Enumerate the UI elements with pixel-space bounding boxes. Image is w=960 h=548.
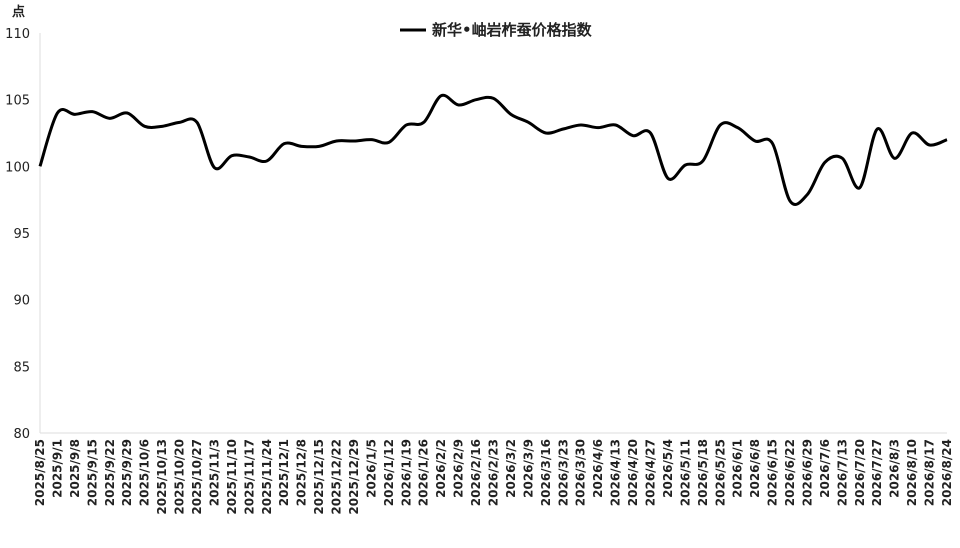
x-tick-label: 2025/9/8 bbox=[68, 439, 82, 498]
x-tick-label: 2026/3/9 bbox=[521, 439, 535, 498]
x-tick-label: 2026/4/6 bbox=[591, 439, 605, 498]
y-tick-label: 110 bbox=[5, 27, 30, 42]
x-tick-label: 2026/5/4 bbox=[661, 439, 675, 498]
legend-label: 新华•岫岩柞蚕价格指数 bbox=[432, 21, 593, 39]
x-tick-label: 2025/10/6 bbox=[138, 439, 152, 506]
x-tick-label: 2025/12/8 bbox=[295, 439, 309, 506]
x-tick-label: 2025/9/29 bbox=[120, 439, 134, 506]
x-tick-label: 2026/8/24 bbox=[940, 439, 954, 506]
x-tick-label: 2026/2/16 bbox=[469, 439, 483, 506]
x-tick-label: 2026/1/5 bbox=[364, 439, 378, 498]
x-tick-label: 2026/6/29 bbox=[800, 439, 814, 506]
x-tick-label: 2026/1/26 bbox=[417, 439, 431, 506]
x-tick-label: 2026/8/10 bbox=[905, 439, 919, 506]
x-tick-label: 2025/9/1 bbox=[50, 439, 64, 498]
x-tick-label: 2026/2/23 bbox=[487, 439, 501, 506]
y-tick-label: 90 bbox=[13, 294, 30, 309]
x-tick-label: 2026/6/22 bbox=[783, 439, 797, 506]
x-tick-label: 2026/4/13 bbox=[609, 439, 623, 506]
x-tick-label: 2026/2/9 bbox=[452, 439, 466, 498]
y-tick-label: 100 bbox=[5, 160, 30, 175]
x-tick-label: 2026/7/20 bbox=[853, 439, 867, 506]
x-tick-label: 2026/5/25 bbox=[713, 439, 727, 506]
y-tick-label: 85 bbox=[13, 360, 30, 375]
y-tick-label: 105 bbox=[5, 94, 30, 109]
x-tick-label: 2025/12/15 bbox=[312, 439, 326, 515]
x-tick-label: 2025/11/24 bbox=[260, 439, 274, 515]
x-tick-label: 2026/3/16 bbox=[539, 439, 553, 506]
x-tick-label: 2025/11/3 bbox=[207, 439, 221, 506]
x-tick-label: 2026/1/19 bbox=[399, 439, 413, 506]
x-tick-label: 2025/8/25 bbox=[33, 439, 47, 506]
x-tick-label: 2026/7/27 bbox=[870, 439, 884, 506]
x-tick-label: 2026/6/8 bbox=[748, 439, 762, 498]
x-tick-label: 2025/9/22 bbox=[103, 439, 117, 506]
x-tick-label: 2026/6/15 bbox=[766, 439, 780, 506]
y-tick-label: 80 bbox=[13, 427, 30, 442]
x-tick-label: 2025/12/29 bbox=[347, 439, 361, 515]
x-tick-label: 2026/4/27 bbox=[643, 439, 657, 506]
x-tick-label: 2026/8/3 bbox=[888, 439, 902, 498]
x-tick-label: 2025/11/10 bbox=[225, 439, 239, 515]
x-tick-label: 2026/6/1 bbox=[731, 439, 745, 498]
x-tick-label: 2025/12/22 bbox=[330, 439, 344, 515]
x-tick-label: 2025/10/20 bbox=[173, 439, 187, 515]
x-tick-label: 2026/2/2 bbox=[434, 439, 448, 498]
x-tick-label: 2026/1/12 bbox=[382, 439, 396, 506]
x-tick-label: 2026/3/30 bbox=[574, 439, 588, 506]
x-tick-label: 2026/4/20 bbox=[626, 439, 640, 506]
x-tick-label: 2026/3/2 bbox=[504, 439, 518, 498]
x-tick-label: 2026/5/18 bbox=[696, 439, 710, 506]
x-tick-label: 2026/3/23 bbox=[556, 439, 570, 506]
x-tick-label: 2025/9/15 bbox=[85, 439, 99, 506]
y-tick-label: 95 bbox=[13, 227, 30, 242]
x-tick-label: 2026/8/17 bbox=[923, 439, 937, 506]
x-tick-label: 2026/7/13 bbox=[835, 439, 849, 506]
data-line bbox=[38, 93, 948, 206]
x-tick-label: 2026/5/11 bbox=[678, 439, 692, 506]
x-tick-label: 2025/10/27 bbox=[190, 439, 204, 515]
x-tick-label: 2025/11/17 bbox=[242, 439, 256, 515]
x-tick-label: 2025/12/1 bbox=[277, 439, 291, 506]
x-tick-label: 2026/7/6 bbox=[818, 439, 832, 498]
y-axis-label: 点 bbox=[12, 4, 25, 20]
x-tick-label: 2025/10/13 bbox=[155, 439, 169, 515]
